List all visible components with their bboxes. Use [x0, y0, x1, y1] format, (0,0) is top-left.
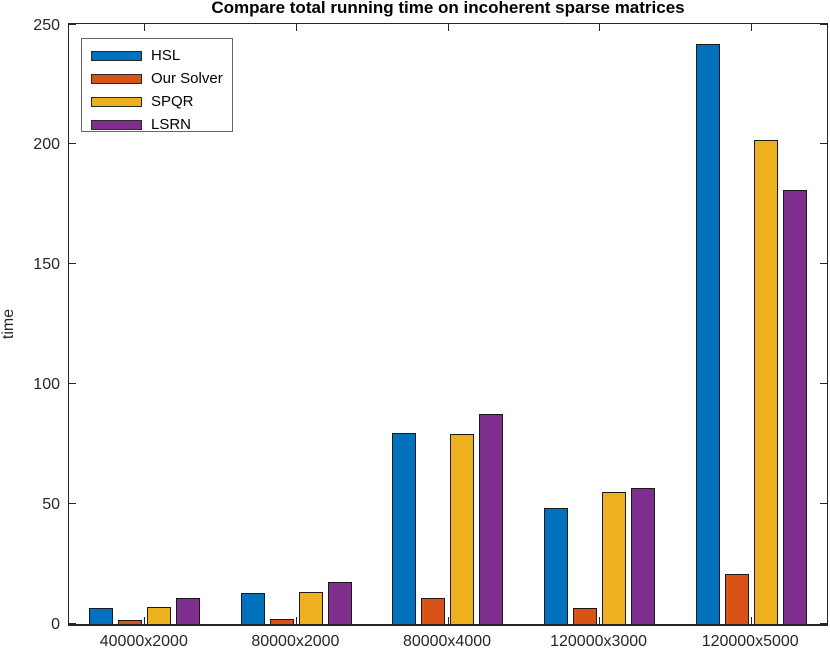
- legend-swatch-our-solver: [91, 73, 142, 84]
- y-tick-label: 200: [33, 136, 60, 153]
- y-axis-tick: [69, 263, 76, 264]
- y-axis-tick: [69, 503, 76, 504]
- y-axis-tick: [820, 623, 827, 624]
- bar-lsrn: [782, 190, 807, 624]
- bar-hsl: [89, 608, 114, 624]
- y-axis-label: time: [0, 308, 17, 340]
- bar-our-solver: [118, 620, 143, 624]
- x-tick-label: 80000x4000: [402, 633, 492, 650]
- bar-hsl: [392, 433, 417, 624]
- chart-title: Compare total running time on incoherent…: [211, 0, 685, 17]
- legend-swatch-lsrn: [91, 119, 142, 130]
- legend-label: SPQR: [151, 93, 194, 110]
- bar-group: [675, 24, 827, 624]
- bar-lsrn: [327, 582, 352, 624]
- y-axis-tick: [69, 383, 76, 384]
- bar-spqr: [602, 492, 627, 624]
- bar-our-solver: [724, 574, 749, 624]
- bar-our-solver: [269, 619, 294, 624]
- legend-item: HSL: [91, 44, 232, 67]
- x-axis-tick: [447, 24, 449, 31]
- legend: HSL Our Solver SPQR LSRN: [81, 38, 233, 133]
- bar-lsrn: [176, 598, 201, 624]
- y-tick-label: 50: [42, 496, 60, 513]
- bar-spqr: [450, 434, 475, 624]
- x-axis-tick: [750, 24, 752, 31]
- y-axis-tick: [820, 383, 827, 384]
- x-axis-tick: [750, 617, 752, 624]
- x-tick-label: 80000x2000: [251, 633, 340, 650]
- legend-label: LSRN: [151, 116, 192, 133]
- legend-swatch-spqr: [91, 96, 142, 107]
- bar-hsl: [240, 593, 265, 624]
- y-axis-tick: [69, 143, 76, 144]
- bar-hsl: [695, 44, 720, 624]
- y-axis-tick: [820, 24, 827, 25]
- bar-our-solver: [421, 598, 446, 624]
- bar-spqr: [147, 607, 172, 624]
- bar-group: [69, 24, 221, 624]
- bar-hsl: [544, 508, 569, 624]
- bar-spqr: [753, 140, 778, 624]
- legend-label: Our Solver: [151, 70, 223, 87]
- y-axis-tick: [820, 263, 827, 264]
- x-tick-label: 40000x2000: [99, 633, 188, 650]
- x-axis-tick: [599, 617, 601, 624]
- x-tick-label: 120000x5000: [701, 633, 799, 650]
- y-axis-tick: [820, 143, 827, 144]
- bar-group: [372, 24, 524, 624]
- legend-item: Our Solver: [91, 67, 232, 90]
- legend-item: LSRN: [91, 113, 232, 136]
- bar-group: [221, 24, 373, 624]
- bar-spqr: [298, 592, 323, 624]
- legend-item: SPQR: [91, 90, 232, 113]
- x-axis-tick: [447, 617, 449, 624]
- y-tick-label: 100: [33, 376, 60, 393]
- legend-swatch-hsl: [91, 50, 142, 61]
- legend-label: HSL: [151, 47, 181, 64]
- y-tick-label: 0: [51, 616, 60, 633]
- bar-group: [524, 24, 676, 624]
- y-tick-label: 250: [33, 17, 60, 34]
- bar-our-solver: [573, 608, 598, 624]
- x-axis-tick: [295, 24, 297, 31]
- x-axis-tick: [144, 24, 146, 31]
- x-axis-tick: [144, 617, 146, 624]
- x-tick-label: 120000x3000: [550, 633, 648, 650]
- y-axis-tick: [69, 24, 76, 25]
- y-axis-tick: [69, 623, 76, 624]
- x-axis-tick: [599, 24, 601, 31]
- bar-lsrn: [631, 488, 656, 624]
- bar-lsrn: [479, 414, 504, 624]
- x-axis-tick: [295, 617, 297, 624]
- y-axis-tick: [820, 503, 827, 504]
- y-tick-label: 150: [33, 256, 60, 273]
